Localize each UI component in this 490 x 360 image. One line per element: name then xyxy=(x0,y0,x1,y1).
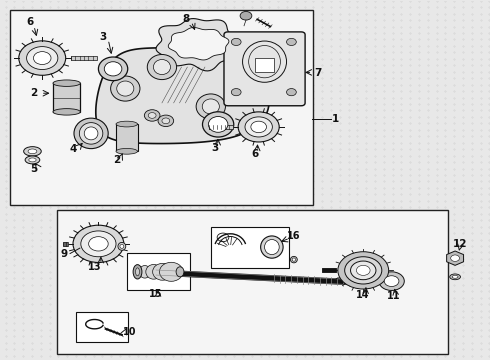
Circle shape xyxy=(379,272,404,291)
Circle shape xyxy=(162,118,170,124)
Ellipse shape xyxy=(133,265,142,279)
Ellipse shape xyxy=(136,268,140,276)
Circle shape xyxy=(240,12,252,20)
Bar xyxy=(57,211,448,354)
Ellipse shape xyxy=(24,147,41,156)
Circle shape xyxy=(344,257,382,284)
Ellipse shape xyxy=(116,148,138,154)
Text: 7: 7 xyxy=(315,68,322,78)
Circle shape xyxy=(33,51,51,64)
Text: 8: 8 xyxy=(183,14,190,24)
Ellipse shape xyxy=(79,123,103,144)
Ellipse shape xyxy=(53,109,80,115)
Ellipse shape xyxy=(104,62,122,76)
Ellipse shape xyxy=(139,266,151,278)
Circle shape xyxy=(338,252,389,289)
Circle shape xyxy=(251,121,267,133)
Ellipse shape xyxy=(118,242,126,250)
Circle shape xyxy=(350,261,376,280)
Text: 3: 3 xyxy=(211,143,219,153)
Ellipse shape xyxy=(146,265,161,279)
Ellipse shape xyxy=(265,239,279,255)
Circle shape xyxy=(81,231,116,257)
Ellipse shape xyxy=(28,149,37,154)
Bar xyxy=(116,124,138,151)
Ellipse shape xyxy=(196,94,225,119)
Text: 1: 1 xyxy=(332,114,339,124)
Bar xyxy=(63,242,68,246)
Ellipse shape xyxy=(25,156,40,164)
Ellipse shape xyxy=(153,264,172,280)
Circle shape xyxy=(287,89,296,96)
Circle shape xyxy=(231,39,241,45)
Text: 15: 15 xyxy=(149,289,163,299)
Polygon shape xyxy=(96,48,269,144)
Bar xyxy=(211,226,289,268)
Ellipse shape xyxy=(452,275,458,278)
Polygon shape xyxy=(156,19,244,71)
Ellipse shape xyxy=(74,118,108,149)
Circle shape xyxy=(145,110,160,121)
Circle shape xyxy=(384,276,399,287)
Text: 4: 4 xyxy=(69,144,77,154)
Text: 6: 6 xyxy=(251,149,258,159)
Ellipse shape xyxy=(116,121,138,127)
Circle shape xyxy=(356,265,370,275)
Circle shape xyxy=(73,225,124,262)
Bar xyxy=(10,10,314,205)
Circle shape xyxy=(158,115,173,127)
Ellipse shape xyxy=(291,256,297,263)
Text: 16: 16 xyxy=(287,231,300,240)
Ellipse shape xyxy=(292,258,295,261)
Bar xyxy=(71,56,98,60)
Bar xyxy=(127,253,190,291)
Ellipse shape xyxy=(450,274,461,280)
FancyBboxPatch shape xyxy=(224,32,305,106)
Ellipse shape xyxy=(84,127,98,140)
Circle shape xyxy=(89,237,108,251)
Text: 10: 10 xyxy=(123,327,137,337)
Ellipse shape xyxy=(120,244,124,248)
Text: 2: 2 xyxy=(113,155,121,165)
Ellipse shape xyxy=(153,59,171,75)
Text: 13: 13 xyxy=(88,262,101,272)
Circle shape xyxy=(451,255,460,261)
Ellipse shape xyxy=(111,76,140,101)
Bar xyxy=(53,83,80,112)
Text: 12: 12 xyxy=(453,239,467,249)
Text: 3: 3 xyxy=(99,32,107,41)
Circle shape xyxy=(148,113,156,118)
Text: 9: 9 xyxy=(61,248,68,258)
Ellipse shape xyxy=(53,80,80,86)
Ellipse shape xyxy=(202,99,220,114)
Ellipse shape xyxy=(176,267,184,277)
Ellipse shape xyxy=(98,57,128,81)
Text: 11: 11 xyxy=(387,291,401,301)
Polygon shape xyxy=(168,27,229,60)
Ellipse shape xyxy=(29,158,36,162)
Text: 14: 14 xyxy=(356,290,369,300)
Bar xyxy=(209,125,233,129)
Ellipse shape xyxy=(159,262,183,281)
Circle shape xyxy=(287,39,296,45)
Bar xyxy=(255,58,274,72)
Text: 6: 6 xyxy=(26,17,34,27)
Ellipse shape xyxy=(202,112,234,137)
Text: 5: 5 xyxy=(30,164,38,174)
Ellipse shape xyxy=(147,54,176,80)
Circle shape xyxy=(19,41,66,75)
Circle shape xyxy=(231,89,241,96)
Ellipse shape xyxy=(208,117,228,132)
Bar xyxy=(76,312,128,342)
Ellipse shape xyxy=(261,236,283,258)
Circle shape xyxy=(238,112,279,142)
Circle shape xyxy=(26,46,58,69)
Ellipse shape xyxy=(117,81,134,96)
Text: 2: 2 xyxy=(30,88,38,98)
Circle shape xyxy=(245,117,272,137)
